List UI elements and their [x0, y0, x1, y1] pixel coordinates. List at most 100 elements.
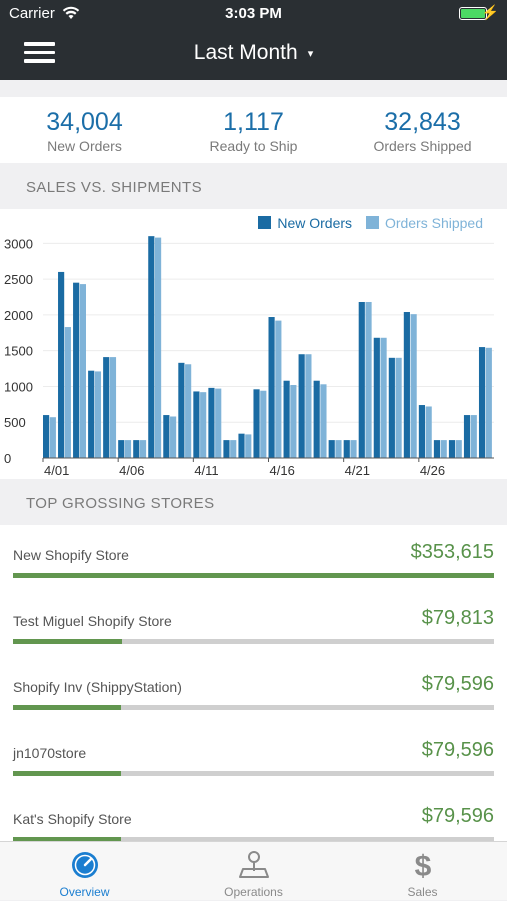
caret-down-icon: ▾ — [307, 47, 314, 60]
bar-new-orders — [148, 236, 155, 458]
y-tick-label: 2000 — [4, 308, 33, 323]
bar-orders-shipped — [200, 392, 207, 458]
y-tick-label: 0 — [4, 451, 11, 466]
y-tick-label: 1500 — [4, 344, 33, 359]
store-progress-fill — [13, 705, 122, 710]
bar-new-orders — [448, 440, 456, 458]
bar-new-orders — [433, 440, 441, 458]
bar-new-orders — [268, 317, 275, 458]
bar-orders-shipped — [380, 337, 387, 458]
store-progress-fill — [13, 639, 122, 644]
bar-orders-shipped — [124, 440, 132, 458]
clock: 3:03 PM — [225, 5, 282, 22]
bar-orders-shipped — [470, 415, 477, 458]
bar-orders-shipped — [154, 237, 162, 458]
bar-orders-shipped — [365, 301, 372, 458]
bar-new-orders — [58, 271, 65, 458]
x-tick-label: 4/01 — [44, 463, 69, 478]
bar-new-orders — [208, 387, 215, 458]
bar-new-orders — [478, 347, 486, 458]
y-tick-label: 1000 — [4, 379, 33, 394]
bar-orders-shipped — [485, 347, 492, 458]
bar-orders-shipped — [440, 440, 447, 458]
bar-orders-shipped — [455, 440, 462, 458]
tab-overview[interactable]: Overview — [0, 842, 169, 901]
dollar-icon: $ — [415, 850, 432, 879]
store-progress-track — [13, 573, 494, 578]
legend-new-orders[interactable]: New Orders — [258, 215, 352, 231]
store-name: jn1070store — [13, 745, 87, 761]
bar-orders-shipped — [410, 314, 417, 458]
bar-new-orders — [373, 337, 380, 458]
stat-new-orders[interactable]: 34,004 New Orders — [0, 108, 169, 154]
store-row[interactable]: jn1070store $79,596 — [0, 723, 507, 789]
bar-new-orders — [358, 301, 365, 458]
menu-icon[interactable] — [24, 42, 55, 64]
summary-stats: 34,004 New Orders 1,117 Ready to Ship 32… — [0, 97, 507, 163]
bar-new-orders — [133, 440, 140, 458]
bar-new-orders — [88, 370, 95, 458]
chart-plot: 0 500 1000 1500 2000 2500 3000 4/01 4/06 4/11 4/16… — [4, 236, 494, 478]
store-row[interactable]: Test Miguel Shopify Store $79,813 — [0, 591, 507, 657]
store-amount: $79,596 — [421, 739, 494, 761]
bar-orders-shipped — [425, 406, 432, 458]
store-name: Kat's Shopify Store — [13, 811, 132, 827]
bar-new-orders — [253, 389, 260, 458]
store-progress-track — [13, 837, 494, 841]
tab-operations[interactable]: Operations — [169, 842, 338, 901]
bar-orders-shipped — [94, 371, 102, 458]
bar-orders-shipped — [139, 440, 147, 458]
bar-orders-shipped — [215, 388, 222, 458]
x-tick-label: 4/11 — [194, 463, 218, 478]
bar-orders-shipped — [109, 357, 117, 458]
stat-label: New Orders — [47, 138, 122, 154]
bar-orders-shipped — [320, 384, 327, 458]
bar-new-orders — [223, 440, 230, 458]
stat-value: 1,117 — [223, 108, 284, 136]
chart-section-header: SALES VS. SHIPMENTS — [0, 163, 507, 209]
bar-new-orders — [163, 415, 170, 458]
tab-label: Sales — [407, 885, 438, 899]
bar-new-orders — [313, 380, 320, 458]
tab-sales[interactable]: $ Sales — [338, 842, 507, 901]
store-row[interactable]: Shopify Inv (ShippyStation) $79,596 — [0, 657, 507, 723]
store-name: New Shopify Store — [13, 547, 129, 563]
stat-label: Orders Shipped — [373, 138, 472, 154]
bar-new-orders — [43, 415, 50, 458]
bar-new-orders — [328, 440, 335, 458]
y-tick-label: 500 — [4, 415, 26, 430]
store-amount: $79,596 — [421, 805, 494, 827]
status-bar: Carrier 3:03 PM ⚡ — [0, 0, 507, 28]
store-name: Test Miguel Shopify Store — [13, 613, 172, 629]
store-row[interactable]: New Shopify Store $353,615 — [0, 525, 507, 591]
store-progress-fill — [13, 837, 122, 841]
chart-legend: New Orders Orders Shipped — [248, 215, 483, 231]
store-progress-track — [13, 639, 494, 644]
bar-orders-shipped — [245, 434, 252, 458]
legend-orders-shipped[interactable]: Orders Shipped — [365, 215, 483, 231]
bar-new-orders — [388, 357, 395, 458]
bar-orders-shipped — [335, 440, 342, 458]
bar-new-orders — [283, 380, 290, 458]
y-tick-label: 2500 — [4, 272, 33, 287]
store-progress-track — [13, 705, 494, 710]
stat-orders-shipped[interactable]: 32,843 Orders Shipped — [338, 108, 507, 154]
period-selector[interactable]: Last Month ▾ — [0, 41, 507, 65]
tab-label: Overview — [59, 885, 110, 899]
store-progress-track — [13, 771, 494, 776]
store-row[interactable]: Kat's Shopify Store $79,596 — [0, 789, 507, 841]
store-amount: $79,813 — [421, 607, 494, 629]
bar-orders-shipped — [305, 354, 312, 458]
legend-label: New Orders — [277, 215, 353, 231]
stat-ready-to-ship[interactable]: 1,117 Ready to Ship — [169, 108, 338, 154]
bar-orders-shipped — [49, 417, 56, 458]
bar-new-orders — [193, 391, 200, 458]
bar-orders-shipped — [185, 364, 192, 458]
y-tick-label: 3000 — [4, 236, 33, 251]
store-progress-fill — [13, 771, 122, 776]
x-tick-label: 4/21 — [345, 463, 370, 478]
bar-new-orders — [418, 405, 425, 458]
stat-label: Ready to Ship — [209, 138, 298, 154]
svg-text:$: $ — [415, 850, 432, 879]
stat-value: 32,843 — [384, 108, 461, 136]
